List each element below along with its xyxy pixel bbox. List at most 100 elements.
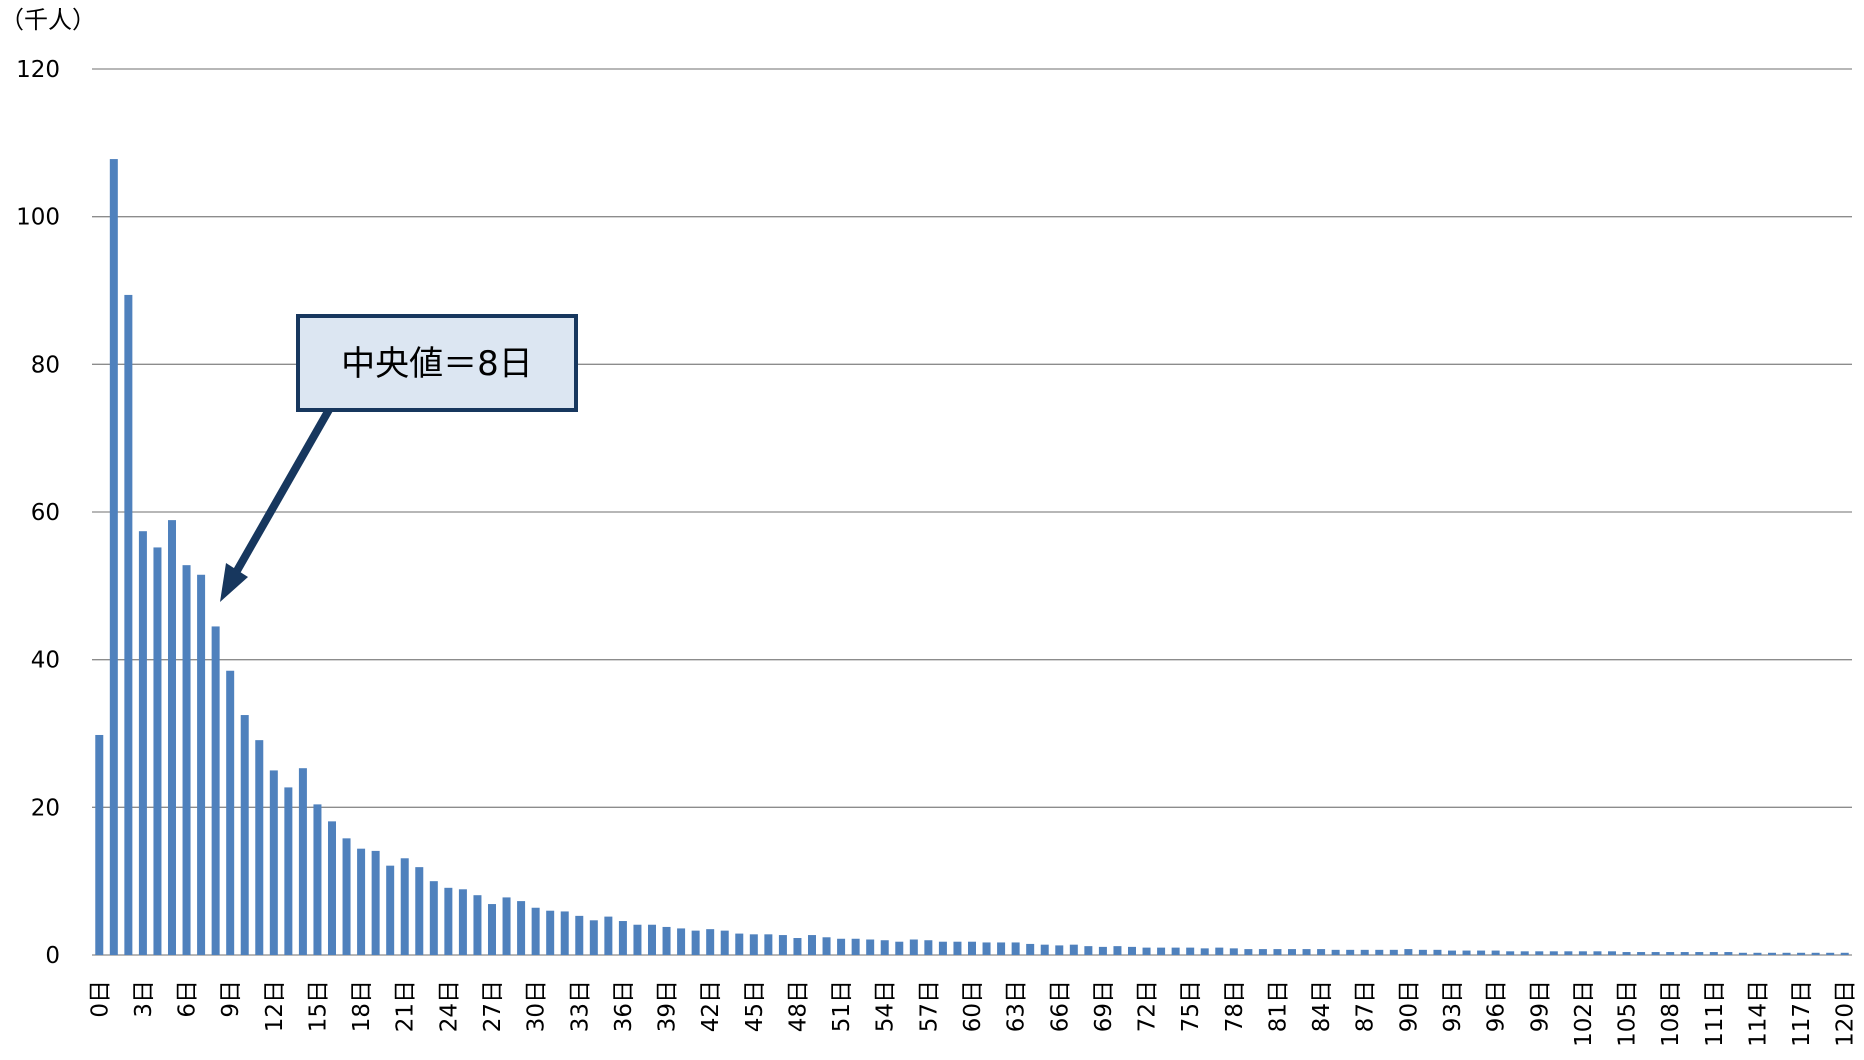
bar	[1593, 951, 1602, 955]
bar	[648, 924, 656, 955]
bar	[866, 939, 875, 955]
x-tick-label: 117日	[1789, 980, 1815, 1047]
bar	[938, 941, 947, 955]
bar	[1520, 951, 1529, 955]
gridlines	[92, 68, 1852, 956]
bar	[1724, 952, 1733, 955]
bar	[1215, 947, 1224, 955]
bar	[1244, 949, 1253, 955]
bar	[575, 915, 584, 955]
bar	[677, 928, 686, 955]
x-tick-label: 3日	[131, 980, 157, 1018]
y-axis-label: （千人）	[0, 6, 96, 34]
bar	[1418, 949, 1427, 955]
x-tick-label: 63日	[1004, 980, 1030, 1032]
bar	[313, 804, 322, 955]
bar	[502, 897, 511, 955]
bar	[778, 935, 787, 955]
callout-arrowhead	[220, 563, 248, 602]
callout-arrow	[230, 406, 334, 578]
bar	[1229, 948, 1238, 955]
bar	[895, 941, 904, 955]
bar	[429, 881, 438, 955]
bar	[1171, 947, 1180, 955]
bar	[1026, 943, 1035, 955]
x-tick-label: 102日	[1571, 980, 1597, 1047]
bar	[1622, 952, 1631, 955]
x-tick-label: 114日	[1745, 980, 1771, 1047]
bar	[953, 941, 962, 955]
bar	[982, 942, 991, 955]
bar	[880, 940, 889, 955]
y-tick-label: 40	[31, 648, 60, 674]
bar	[1448, 950, 1456, 955]
bar	[240, 715, 249, 955]
bar	[735, 933, 744, 955]
bar	[618, 921, 627, 955]
x-tick-label: 111日	[1702, 980, 1728, 1047]
bar	[371, 850, 380, 955]
x-tick-label: 24日	[436, 980, 462, 1032]
x-tick-label: 9日	[218, 980, 244, 1018]
bar	[517, 901, 526, 955]
y-tick-label: 20	[31, 795, 60, 821]
x-tick-label: 57日	[916, 980, 942, 1032]
bar	[662, 926, 671, 955]
bar	[95, 734, 104, 955]
x-tick-label: 84日	[1309, 980, 1335, 1032]
bar	[589, 920, 598, 955]
x-tick-label: 120日	[1833, 980, 1859, 1047]
x-tick-label: 18日	[349, 980, 375, 1032]
bar	[1797, 952, 1806, 955]
bar	[1680, 952, 1689, 955]
x-tick-label: 99日	[1527, 980, 1553, 1032]
bar	[211, 626, 220, 955]
x-axis-tick-labels: 0日 3日 6日 9日 12日 15日 18日 21日 24日 27日 30日 33日 36日 39日 42…	[87, 980, 1858, 1047]
bar	[1637, 952, 1646, 955]
bar	[1491, 950, 1500, 955]
bar	[168, 520, 176, 955]
x-tick-label: 96日	[1484, 980, 1510, 1032]
bar	[837, 938, 846, 955]
bar	[182, 565, 191, 955]
bar	[400, 858, 409, 955]
bar	[1317, 949, 1326, 955]
bar	[138, 531, 147, 955]
bar	[1200, 948, 1209, 955]
bar	[1360, 949, 1369, 955]
x-tick-label: 87日	[1353, 980, 1379, 1032]
y-axis-tick-labels: 0 20 40 60 80 100 120	[16, 57, 60, 969]
bar	[1811, 952, 1820, 955]
bar	[1040, 944, 1049, 955]
callout-label: 中央値＝8日	[341, 344, 533, 384]
bar	[342, 838, 351, 955]
bar	[1462, 950, 1471, 955]
x-tick-label: 48日	[785, 980, 811, 1032]
bar	[851, 938, 860, 955]
bar	[968, 941, 976, 955]
bar	[691, 930, 700, 955]
x-tick-label: 36日	[611, 980, 637, 1032]
bar	[1186, 947, 1195, 955]
bar	[124, 294, 133, 955]
bar	[808, 935, 816, 955]
x-tick-label: 27日	[480, 980, 506, 1032]
bar	[226, 670, 235, 955]
bar	[909, 939, 918, 955]
bar	[488, 904, 496, 955]
bar	[1098, 946, 1107, 955]
x-tick-label: 105日	[1615, 980, 1641, 1047]
bar	[1564, 951, 1573, 955]
bar	[153, 547, 162, 955]
bar	[1506, 951, 1515, 955]
bar	[1768, 952, 1776, 955]
bar	[1709, 952, 1718, 955]
bar	[1375, 949, 1384, 955]
x-tick-label: 51日	[829, 980, 855, 1032]
bar	[1433, 949, 1442, 955]
bar	[1651, 952, 1660, 955]
bar	[1055, 945, 1064, 955]
y-tick-label: 80	[31, 352, 60, 378]
x-tick-label: 66日	[1047, 980, 1073, 1032]
